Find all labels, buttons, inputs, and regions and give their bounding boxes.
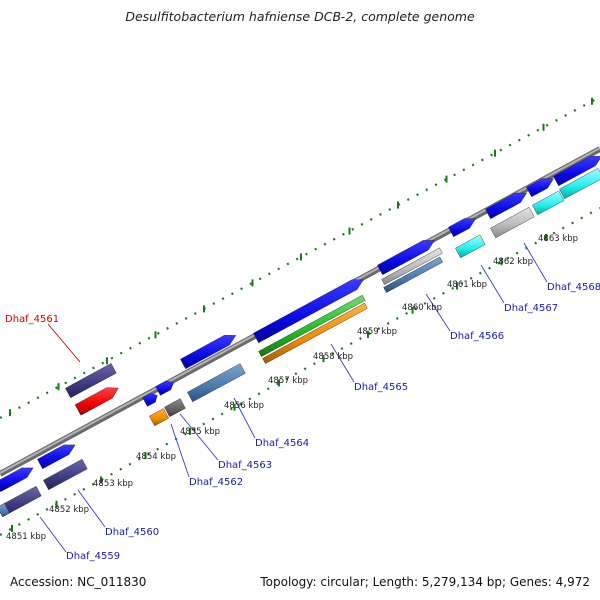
leader-dhaf-4566	[425, 293, 451, 332]
outer-major-ticks	[9, 97, 593, 417]
gene-label-dhaf-4562[interactable]: Dhaf_4562	[189, 477, 243, 488]
gene-feature-dhaf-4561	[74, 387, 119, 416]
gene-feature-dhaf-4562-top	[142, 393, 158, 407]
kbp-label-4860: 4860 kbp	[402, 303, 442, 313]
gene-label-dhaf-4568[interactable]: Dhaf_4568	[547, 282, 600, 293]
kbp-label-4852: 4852 kbp	[49, 505, 89, 515]
gene-feature-dhaf-4563	[164, 398, 186, 418]
gene-feature-dhaf-4563-top	[155, 380, 175, 396]
kbp-label-4854: 4854 kbp	[136, 452, 176, 462]
leader-dhaf-4568	[523, 242, 548, 283]
gene-feature-dhaf-4567	[455, 234, 486, 259]
gene-feature-dhaf-4566a	[381, 247, 443, 285]
leader-dhaf-4563	[179, 413, 219, 461]
gene-label-dhaf-4561[interactable]: Dhaf_4561	[5, 314, 59, 325]
leader-dhaf-4561	[47, 323, 81, 363]
gene-feature-dhaf-4568a-top	[485, 192, 528, 220]
kbp-label-4851: 4851 kbp	[6, 532, 46, 542]
gene-feature-dhaf-4562	[149, 408, 169, 427]
gene-feature-dhaf-4569	[559, 167, 600, 200]
gene-feature-dhaf-4560-top	[37, 444, 76, 470]
gene-labels: Dhaf_4559 Dhaf_4560 Dhaf_4561 Dhaf_4562 …	[5, 282, 600, 562]
label-leader-lines	[39, 242, 548, 553]
topology-summary: Topology: circular; Length: 5,279,134 bp…	[260, 575, 590, 589]
gene-feature-dhaf-4558-top	[0, 467, 34, 493]
gene-label-dhaf-4559[interactable]: Dhaf_4559	[66, 551, 120, 562]
gene-features	[0, 155, 600, 518]
gene-feature-dhaf-4569-top	[553, 155, 600, 187]
gene-feature-dhaf-4564-top	[180, 335, 237, 370]
kbp-label-4863: 4863 kbp	[538, 234, 578, 244]
kbp-label-4855: 4855 kbp	[180, 427, 220, 437]
kbp-label-4858: 4858 kbp	[313, 352, 353, 362]
leader-dhaf-4562	[170, 423, 190, 478]
gene-feature-dhaf-4560	[43, 458, 88, 491]
gene-label-dhaf-4560[interactable]: Dhaf_4560	[105, 527, 159, 538]
gene-feature-dhaf-4566-top	[377, 240, 435, 276]
gene-label-dhaf-4567[interactable]: Dhaf_4567	[504, 303, 558, 314]
kbp-label-4853: 4853 kbp	[93, 479, 133, 489]
gene-feature-dhaf-4564	[187, 363, 246, 403]
leader-dhaf-4560	[77, 489, 106, 528]
gene-feature-dhaf-4565	[262, 302, 368, 364]
kbp-label-4856: 4856 kbp	[224, 401, 264, 411]
gene-feature-dhaf-4559b	[0, 503, 10, 518]
inner-major-ticks	[11, 233, 547, 532]
gene-label-dhaf-4563[interactable]: Dhaf_4563	[218, 460, 272, 471]
kbp-label-4857: 4857 kbp	[268, 376, 308, 386]
gene-feature-dhaf-4567-top	[448, 218, 476, 238]
genome-title: Desulfitobacterium hafniense DCB-2, comp…	[125, 9, 475, 24]
gene-feature-dhaf-4566	[383, 256, 443, 293]
leader-dhaf-4564	[233, 397, 256, 439]
gene-label-dhaf-4566[interactable]: Dhaf_4566	[450, 331, 504, 342]
outer-tick-ring	[0, 96, 600, 419]
leader-dhaf-4567	[480, 264, 505, 304]
gene-feature-dhaf-4561-top	[65, 363, 117, 399]
gene-feature-dhaf-4568b-top	[526, 178, 554, 198]
kbp-label-4862: 4862 kbp	[493, 257, 533, 267]
accession-text: Accession: NC_011830	[10, 575, 147, 589]
gene-label-dhaf-4564[interactable]: Dhaf_4564	[255, 438, 309, 449]
kbp-label-4859: 4859 kbp	[357, 327, 397, 337]
leader-dhaf-4559	[39, 516, 67, 553]
gene-feature-dhaf-4565-top	[253, 279, 364, 344]
kbp-label-4861: 4861 kbp	[447, 280, 487, 290]
gene-feature-dhaf-4567b	[490, 206, 535, 239]
gene-label-dhaf-4565[interactable]: Dhaf_4565	[354, 382, 408, 393]
gene-feature-dhaf-4565-green	[258, 294, 366, 357]
gene-feature-dhaf-4568	[532, 190, 565, 216]
leader-dhaf-4565	[330, 343, 355, 383]
kbp-labels: 4851 kbp 4852 kbp 4853 kbp 4854 kbp 4855…	[6, 234, 578, 542]
